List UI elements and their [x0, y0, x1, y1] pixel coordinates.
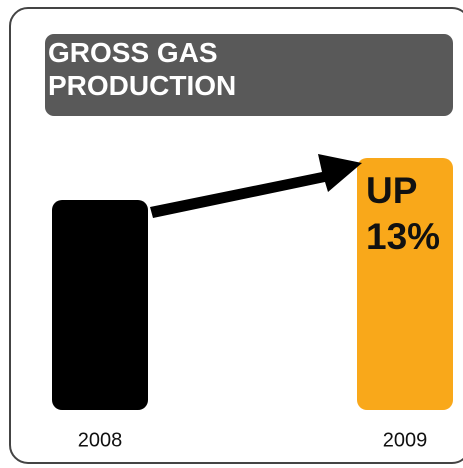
arrow	[150, 154, 362, 218]
x-tick-label: 2009	[383, 429, 428, 451]
annotation: UP 13%	[366, 170, 441, 257]
bar	[52, 200, 148, 410]
title-box	[45, 34, 453, 116]
bars	[52, 158, 453, 410]
bar	[357, 158, 453, 410]
chart-title: GROSS GAS PRODUCTION	[48, 37, 237, 101]
x-tick-label: 2008	[78, 429, 123, 451]
